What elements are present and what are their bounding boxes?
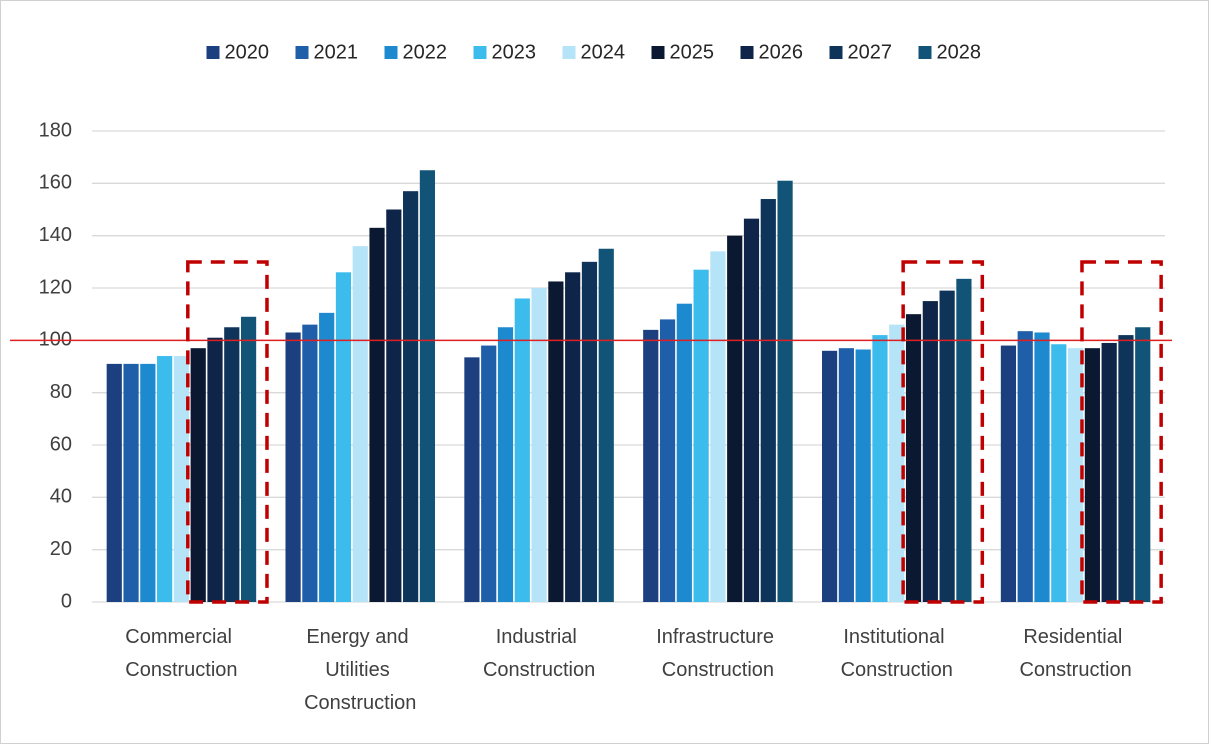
x-tick-label: Institutional Construction [841,626,953,681]
bar [240,316,257,602]
y-tick-label: 140 [39,224,72,246]
y-tick-label: 0 [61,590,72,612]
bar [676,303,692,602]
bar [922,301,938,602]
bar [598,248,614,602]
legend-label: 2023 [492,41,537,63]
bar [872,335,888,602]
highlight-box [901,260,985,604]
bar [889,324,905,602]
bar [710,251,726,602]
bar [838,348,854,602]
y-tick-label: 160 [39,172,72,194]
bar [548,281,564,602]
bar [760,199,776,603]
bar [821,350,838,602]
legend-label: 2021 [314,41,359,63]
bar [106,363,122,602]
legend-swatch [473,46,487,59]
legend-label: 2024 [581,41,626,63]
bar [1135,327,1151,602]
bar [335,272,352,602]
bar [173,356,190,602]
bar [1084,348,1100,602]
bar [464,357,480,602]
legend-label: 2022 [403,41,448,63]
legend: 2020 2021 2022 2023 2024 2025 2026 2027 2028 [206,41,982,63]
bar [224,327,240,602]
bar [905,314,922,602]
bar [1000,345,1017,602]
legend-label: 2027 [848,41,893,63]
x-tick-label: Industrial Construction [483,626,595,681]
bar [956,278,972,602]
legend-swatch [384,46,398,59]
bar [319,312,335,602]
bar [659,319,676,602]
x-tick-label: Residential Construction [1019,626,1131,681]
bar [743,218,760,603]
legend-swatch [295,46,309,59]
x-tick-label: Energy and Utilities Construction [304,626,416,714]
bar [123,363,139,602]
y-tick-label: 120 [39,276,72,298]
highlight-box [1080,260,1163,604]
bar [352,246,368,602]
highlight-box [186,260,269,604]
bar [369,227,385,603]
legend-swatch [562,46,576,59]
bar [855,349,871,602]
x-tick-label: Commercial Construction [125,626,237,681]
x-tick-label: Infrastructure Construction [656,626,779,681]
legend-swatch [206,46,220,59]
legend-label: 2020 [225,41,270,63]
bar [207,337,223,602]
legend-label: 2025 [670,41,715,63]
y-tick-label: 20 [50,538,72,560]
legend-swatch [829,46,843,59]
bar [565,272,581,602]
bar [777,180,793,602]
bar [1118,335,1134,602]
bar [1034,332,1050,602]
bar [643,329,659,602]
bar [1101,342,1117,602]
y-tick-label: 80 [50,381,72,403]
bar [693,269,709,602]
y-tick-label: 40 [50,486,72,508]
bar [531,288,547,602]
legend-label: 2028 [937,41,982,63]
bar [514,298,530,602]
bar [285,332,301,602]
bar [581,261,598,602]
legend-swatch [740,46,754,59]
bar [1051,344,1067,602]
y-tick-label: 180 [39,119,72,141]
bar [403,191,419,602]
bar [1067,348,1084,602]
bar [386,209,402,602]
legend-swatch [918,46,932,59]
bar [140,363,156,602]
bar [939,290,955,602]
bar [497,327,514,602]
y-tick-label: 60 [50,433,72,455]
bar [481,345,497,602]
bar [157,356,173,602]
legend-swatch [651,46,665,59]
bar [419,170,436,602]
bar [190,348,206,602]
bar [302,324,318,602]
bar [1017,331,1033,602]
legend-label: 2026 [759,41,804,63]
bar [727,235,743,602]
